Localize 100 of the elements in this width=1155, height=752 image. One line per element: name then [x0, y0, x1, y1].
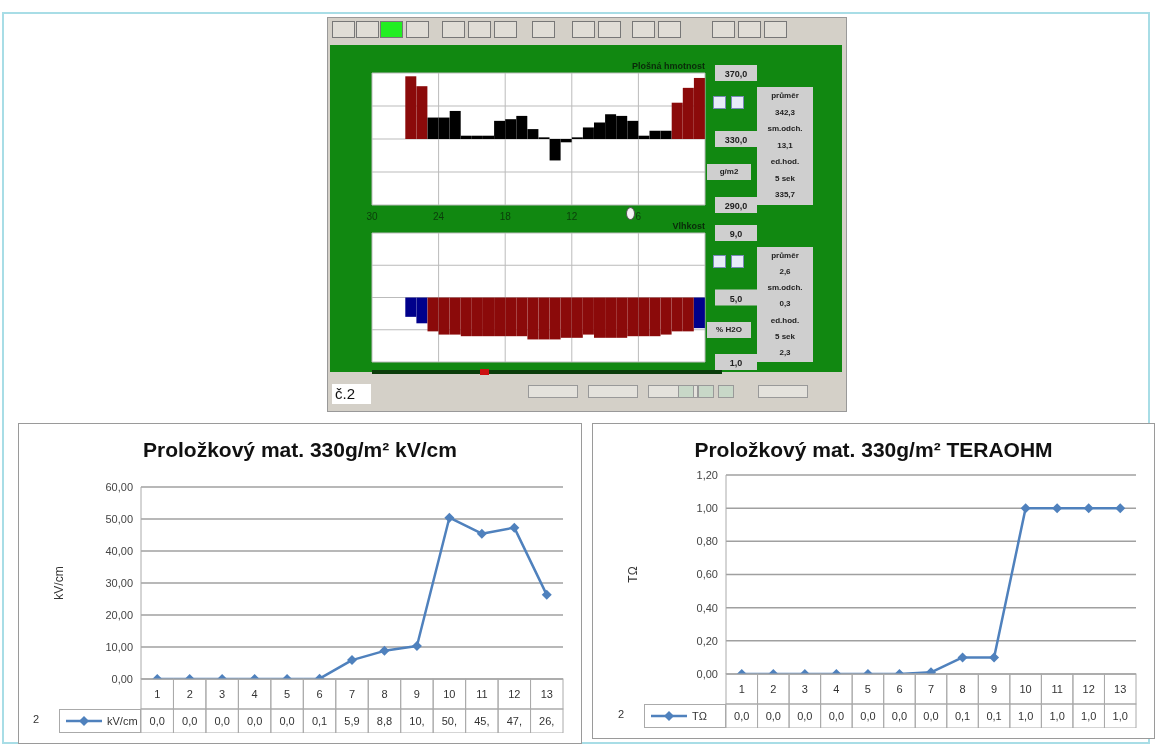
y-tick-label: 0,40 [696, 601, 718, 614]
x-tick-label: 6 [316, 688, 323, 700]
x-tick-label: 12 [566, 211, 578, 223]
y-tick-label: 0,60 [696, 568, 718, 581]
x-tick-label: 2 [186, 688, 193, 700]
y-tick-label: 0,00 [111, 672, 133, 685]
y-tick-label: 40,00 [105, 544, 133, 557]
y-tick-label: 290,0 [724, 201, 748, 211]
y-axis-title: g/m2 [707, 164, 751, 180]
y-tick-label: 30,00 [105, 576, 133, 589]
data-label: 1,0 [1049, 710, 1065, 722]
y-tick-label: 50,00 [105, 512, 133, 525]
data-label: 0,0 [860, 710, 876, 722]
y-tick-label: 9,0 [729, 229, 743, 239]
text: 2 [616, 708, 626, 722]
data-label: 0,0 [149, 715, 165, 727]
y-tick-label: 1,20 [696, 468, 718, 481]
y-axis-title: kV/cm [52, 566, 67, 600]
x-tick-label: 12 [508, 688, 521, 700]
data-label: 50, [441, 715, 458, 727]
data-label: 1,0 [1112, 710, 1128, 722]
text: průměr [770, 250, 800, 262]
data-label: 0,1 [954, 710, 971, 722]
x-tick-label: 24 [433, 211, 445, 223]
x-tick-label: 9 [413, 688, 420, 700]
legend-label: TΩ [692, 710, 707, 722]
data-label: 0,1 [986, 710, 1002, 722]
x-tick-label: 5 [864, 683, 871, 695]
x-tick-label: 2 [770, 683, 777, 695]
x-tick-label: 18 [499, 211, 512, 223]
chart-title: Proložkový mat. 330g/m² kV/cm [142, 438, 458, 463]
x-tick-label: 12 [1082, 683, 1095, 695]
data-label: 0,0 [828, 710, 845, 722]
y-tick-label: 5,0 [729, 293, 743, 304]
text: 342,3 [774, 106, 796, 119]
data-label: 0,0 [246, 715, 263, 727]
x-tick-label: 13 [540, 688, 553, 700]
y-tick-label: 330,0 [724, 135, 748, 145]
text: 5 sek [774, 172, 796, 185]
y-tick-label: 0,00 [696, 667, 718, 680]
x-tick-label: 6 [896, 683, 903, 695]
x-tick-label: 11 [476, 688, 488, 700]
data-label: 5,9 [344, 715, 360, 727]
text: 2,3 [778, 346, 792, 359]
y-tick-label: 370,0 [724, 69, 748, 79]
x-tick-label: 8 [381, 688, 388, 700]
x-tick-label: 5 [284, 688, 291, 700]
chart-title: Vlhkost [672, 221, 705, 231]
data-label: 1,0 [1017, 710, 1034, 722]
data-label: 26, [539, 715, 555, 727]
x-tick-label: 4 [833, 683, 840, 695]
y-axis-title: % H2O [707, 321, 751, 338]
x-tick-label: 7 [348, 688, 356, 700]
data-label: 0,0 [923, 710, 939, 722]
data-label: 47, [506, 715, 522, 727]
y-tick-label: 1,0 [729, 358, 743, 368]
y-tick-label: 0,20 [696, 634, 718, 647]
x-tick-label: 4 [251, 688, 258, 700]
y-tick-label: 0,80 [696, 535, 718, 548]
chart-title: Plošná hmotnost [631, 60, 705, 72]
text: sm.odch. [766, 123, 804, 136]
y-tick-label: 20,00 [105, 608, 133, 621]
x-tick-label: 10 [443, 688, 456, 700]
text: 2 [31, 713, 41, 727]
y-axis-title: TΩ [626, 566, 641, 583]
x-tick-label: 7 [927, 683, 935, 695]
y-tick-label: 60,00 [105, 480, 133, 493]
data-label: 0,0 [182, 715, 198, 727]
data-label: 8,8 [376, 715, 393, 727]
data-label: 0,0 [765, 710, 781, 722]
data-label: 10, [409, 715, 425, 727]
data-label: 0,0 [891, 710, 908, 722]
x-tick-label: 3 [801, 683, 808, 695]
x-tick-label: 30 [366, 211, 378, 223]
data-label: 0,1 [311, 715, 328, 727]
data-label: 0,0 [797, 710, 813, 722]
y-tick-label: 1,00 [696, 502, 718, 515]
text: 2,6 [778, 266, 792, 279]
data-label: 45, [474, 715, 490, 727]
x-tick-label: 3 [219, 688, 226, 700]
text: č.2 [332, 384, 371, 404]
text: 13,1 [776, 139, 794, 152]
text: 5 sek [774, 330, 796, 343]
text: průměr [770, 90, 800, 102]
y-tick-label: 10,00 [105, 640, 133, 653]
data-label: 0,0 [734, 710, 750, 722]
text: sm.odch. [766, 282, 804, 295]
legend-label: kV/cm [107, 715, 138, 727]
x-tick-label: 10 [1019, 683, 1032, 695]
x-tick-label: 1 [738, 683, 745, 695]
data-label: 0,0 [279, 715, 295, 727]
text: ed.hod. [769, 314, 801, 327]
x-tick-label: 8 [959, 683, 966, 695]
data-label: 1,0 [1081, 710, 1097, 722]
chart-title: Proložkový mat. 330g/m² TERAOHM [693, 438, 1054, 463]
x-tick-label: 9 [991, 683, 998, 695]
text: 335,7 [774, 189, 796, 202]
text: 0,3 [778, 298, 792, 311]
x-tick-label: 11 [1051, 683, 1063, 695]
x-tick-label: 1 [154, 688, 161, 700]
